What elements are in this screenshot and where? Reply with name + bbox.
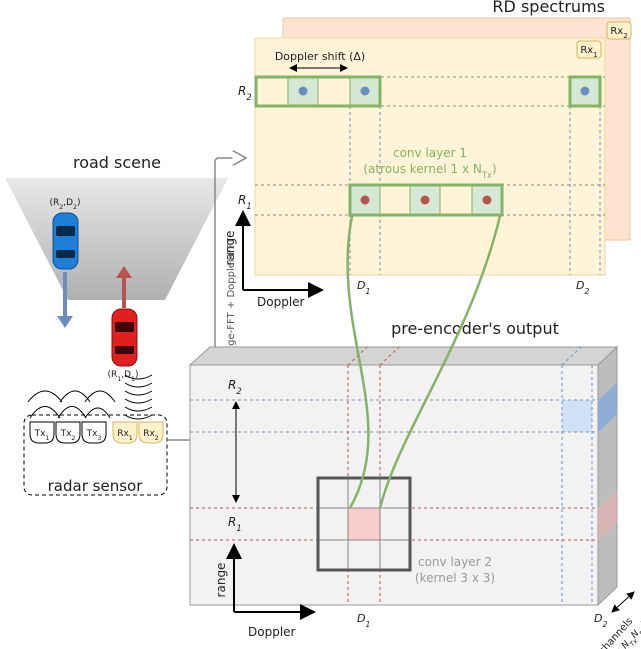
- rd-doppler-axis: Doppler: [257, 295, 305, 309]
- conv2-title: conv layer 2: [418, 555, 492, 569]
- rd-plane-front: [254, 37, 606, 276]
- text-part: (R: [107, 370, 117, 380]
- text-part: Tx: [34, 429, 46, 439]
- rd-range-axis: range: [223, 231, 237, 266]
- car-far-label: (R2,D2): [49, 198, 80, 211]
- text-part: 2: [155, 435, 159, 442]
- rx1-label: Rx1: [580, 45, 597, 59]
- text-part: (atrous kernel 1 x N: [363, 162, 482, 176]
- antenna: [55, 421, 81, 444]
- text-part: 2: [246, 92, 251, 102]
- text-part: 1: [365, 287, 370, 296]
- text-part: Rx: [638, 626, 641, 637]
- antenna: [112, 421, 138, 444]
- text-part: R: [228, 515, 236, 529]
- fft-label: range-FFT + Doppler-FFT: [226, 237, 237, 363]
- antenna-label: Rx2: [143, 429, 159, 442]
- text-part: 1: [45, 435, 49, 442]
- rd-title: RD spectrums: [492, 0, 605, 16]
- text-part: Rx: [143, 429, 155, 439]
- antenna-label: Tx2: [60, 429, 76, 442]
- text-part: 2: [584, 287, 589, 296]
- text-part: Rx: [580, 45, 593, 56]
- antenna-label: Tx1: [34, 429, 50, 442]
- red-car: [111, 308, 138, 367]
- pe-doppler-axis: Doppler: [248, 625, 296, 639]
- pre-encoder-title: pre-encoder's output: [391, 319, 559, 338]
- blue-car: [52, 212, 79, 270]
- text-part: D: [357, 612, 365, 625]
- doppler-shift: Doppler shift (Δ): [275, 50, 365, 63]
- conv1-kernel: (atrous kernel 1 x NTx): [363, 162, 496, 180]
- text-part: 1: [593, 51, 597, 59]
- text-part: ): [135, 370, 139, 380]
- text-part: ): [492, 162, 497, 176]
- text-part: D: [576, 279, 584, 292]
- text-part: Tx: [481, 170, 492, 180]
- text-part: ,D: [121, 370, 131, 380]
- text-part: Tx: [60, 429, 72, 439]
- text-part: (R: [49, 198, 59, 208]
- antenna-label: Rx1: [117, 429, 133, 442]
- text-part: 1: [236, 523, 241, 533]
- text-part: 3: [97, 435, 101, 442]
- rd-spectrums: RD spectrums Rx2 Rx1 Doppler shift (Δ) R…: [223, 0, 632, 309]
- road: [5, 178, 228, 300]
- antenna-label: Tx3: [86, 429, 102, 442]
- text-part: R: [238, 193, 246, 207]
- text-part: R: [238, 84, 246, 98]
- pre-encoder: pre-encoder's output conv layer 2 (kerne…: [188, 319, 641, 649]
- text-part: 1: [365, 620, 370, 629]
- rx2-tag: [606, 21, 632, 40]
- text-part: N: [630, 629, 641, 641]
- text-part: ,D: [63, 198, 73, 208]
- conv-link: [346, 215, 370, 509]
- conv1-title: conv layer 1: [393, 146, 467, 160]
- radar-title: radar sensor: [48, 477, 144, 495]
- pe-range-axis: range: [214, 563, 228, 598]
- pe-r2: R2: [228, 378, 242, 396]
- text-part: 2: [602, 620, 607, 629]
- kernel-3x3: [316, 476, 412, 572]
- text-part: Rx: [117, 429, 129, 439]
- rd-d2: D2: [576, 279, 589, 296]
- text-part: 2: [73, 204, 77, 211]
- road-title: road scene: [73, 153, 161, 172]
- text-part: Tx: [629, 637, 639, 648]
- r2-label: R2: [238, 84, 252, 102]
- antenna: [81, 421, 107, 444]
- road-scene: road scene (R2,D2) (R1,D1): [5, 153, 228, 383]
- rx1-tag: [576, 40, 602, 59]
- text-part: 1: [129, 435, 133, 442]
- text-part: 2: [623, 32, 627, 40]
- text-part: 2: [71, 435, 75, 442]
- antenna: [29, 421, 55, 444]
- text-part: 1: [117, 376, 121, 383]
- text-part: D: [594, 612, 602, 625]
- text-part: 2: [236, 386, 241, 396]
- kernel-r2: [254, 75, 382, 108]
- text-part: D: [357, 279, 365, 292]
- rx2-label: Rx2: [610, 26, 627, 40]
- rd-d1: D1: [357, 279, 370, 296]
- pe-d2: D2: [594, 612, 607, 629]
- conv2-kernel: (kernel 3 x 3): [415, 571, 495, 585]
- car-near-label: (R1,D1): [107, 370, 138, 383]
- antennas: Tx1 Tx2 Tx3 Rx1 Rx2: [29, 421, 164, 444]
- text-part: Tx: [86, 429, 98, 439]
- pe-d1: D1: [357, 612, 370, 629]
- text-part: Rx: [610, 26, 623, 37]
- text-part: 1: [131, 376, 135, 383]
- text-part: R: [228, 378, 236, 392]
- conv-link: [378, 215, 502, 509]
- r1-label: R1: [238, 193, 252, 211]
- text-part: 1: [246, 201, 251, 211]
- text-part: ): [77, 198, 81, 208]
- text-part: 2: [59, 204, 63, 211]
- antenna: [138, 421, 164, 444]
- kernel-r1: [348, 183, 504, 217]
- radar-sensor: [23, 374, 168, 496]
- pe-r1: R1: [228, 515, 242, 533]
